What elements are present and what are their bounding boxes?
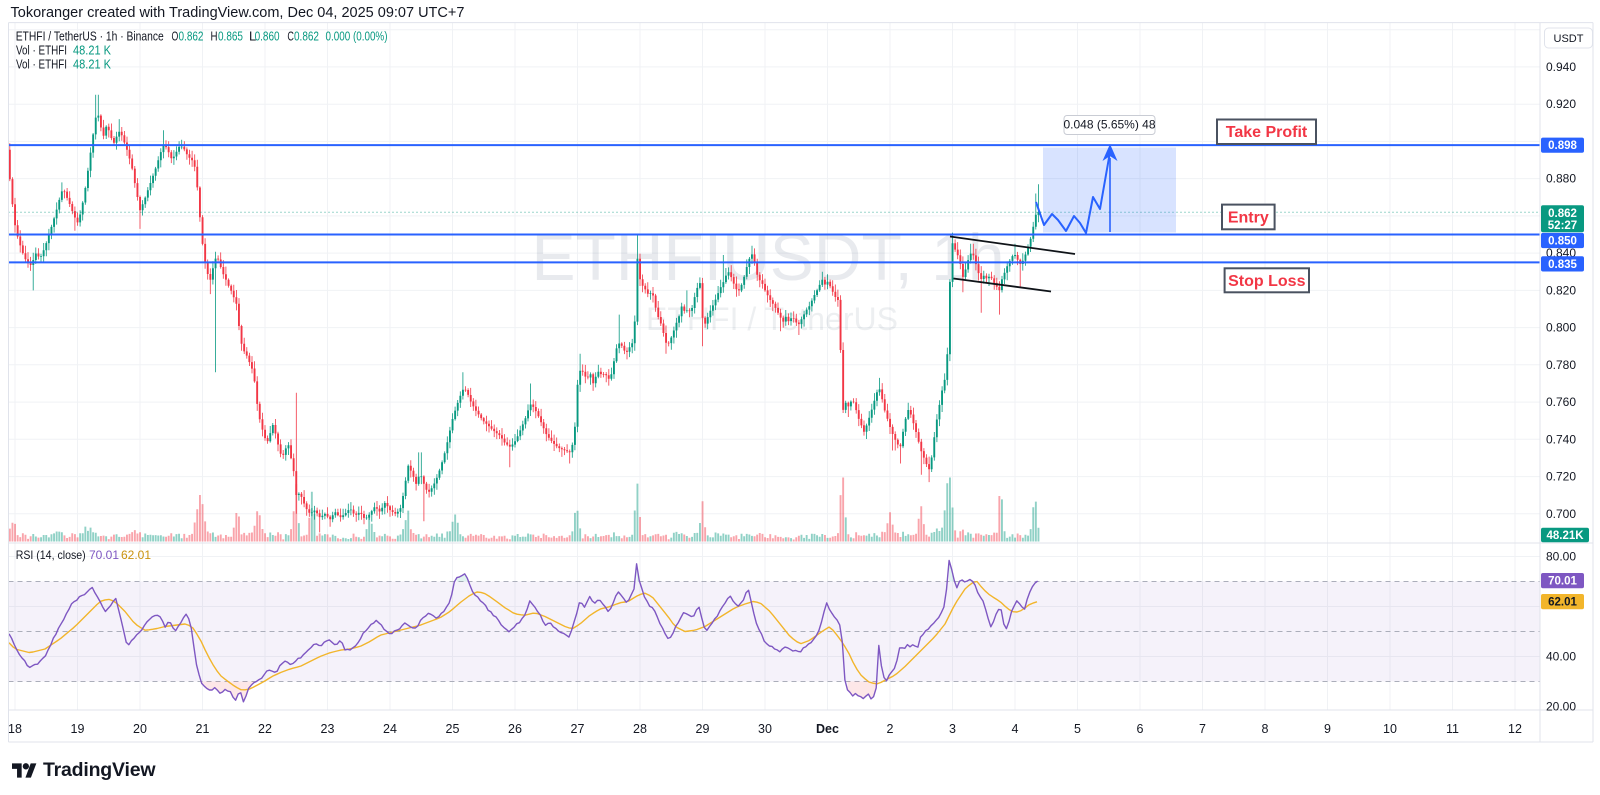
svg-text:H: H — [211, 29, 218, 44]
svg-text:0.865: 0.865 — [218, 29, 243, 44]
svg-text:C: C — [287, 29, 294, 44]
svg-text:0.800: 0.800 — [1546, 321, 1576, 335]
svg-text:Vol · ETHFI: Vol · ETHFI — [16, 43, 67, 58]
svg-text:30: 30 — [758, 722, 772, 736]
svg-text:10: 10 — [1383, 722, 1397, 736]
svg-text:19: 19 — [71, 722, 85, 736]
svg-text:40.00: 40.00 — [1546, 650, 1576, 664]
svg-text:ETHFI / TetherUS · 1h · Binanc: ETHFI / TetherUS · 1h · Binance — [16, 29, 164, 44]
svg-text:0.940: 0.940 — [1546, 60, 1576, 74]
svg-text:0.850: 0.850 — [1548, 236, 1577, 248]
svg-text:25: 25 — [446, 722, 460, 736]
svg-text:0.835: 0.835 — [1548, 259, 1577, 271]
svg-text:Tokoranger created with Tradin: Tokoranger created with TradingView.com,… — [11, 5, 465, 21]
svg-text:0.880: 0.880 — [1546, 172, 1576, 186]
svg-text:28: 28 — [633, 722, 647, 736]
svg-text:27: 27 — [571, 722, 585, 736]
svg-text:7: 7 — [1199, 722, 1206, 736]
svg-text:0.048 (5.65%) 48: 0.048 (5.65%) 48 — [1063, 118, 1155, 132]
svg-text:O: O — [172, 29, 179, 44]
svg-text:21: 21 — [196, 722, 210, 736]
svg-text:0.860: 0.860 — [255, 29, 280, 44]
svg-text:18: 18 — [8, 722, 22, 736]
svg-text:0.862: 0.862 — [1548, 208, 1577, 220]
svg-text:USDT: USDT — [1554, 33, 1584, 45]
svg-text:RSI (14, close): RSI (14, close) — [16, 548, 86, 562]
svg-text:70.01: 70.01 — [1548, 576, 1577, 588]
svg-text:0.920: 0.920 — [1546, 97, 1576, 111]
svg-text:80.00: 80.00 — [1546, 550, 1576, 564]
svg-text:3: 3 — [949, 722, 956, 736]
svg-text:ETHFI / TetherUS: ETHFI / TetherUS — [646, 301, 898, 337]
svg-text:0.700: 0.700 — [1546, 507, 1576, 521]
svg-text:Entry: Entry — [1228, 209, 1269, 226]
svg-text:24: 24 — [383, 722, 397, 736]
svg-text:2: 2 — [887, 722, 894, 736]
svg-text:Vol · ETHFI: Vol · ETHFI — [16, 57, 67, 72]
svg-text:0.760: 0.760 — [1546, 395, 1576, 409]
svg-text:0.862: 0.862 — [294, 29, 319, 44]
svg-text:8: 8 — [1262, 722, 1269, 736]
svg-text:L: L — [249, 29, 256, 44]
svg-text:62.01: 62.01 — [121, 548, 151, 562]
svg-text:0.780: 0.780 — [1546, 358, 1576, 372]
svg-text:0.862: 0.862 — [179, 29, 204, 44]
svg-text:5: 5 — [1074, 722, 1081, 736]
svg-text:12: 12 — [1508, 722, 1522, 736]
svg-text:23: 23 — [321, 722, 335, 736]
svg-text:29: 29 — [696, 722, 710, 736]
svg-text:48.21 K: 48.21 K — [73, 57, 111, 72]
svg-text:Dec: Dec — [816, 722, 839, 736]
svg-text:0.740: 0.740 — [1546, 432, 1576, 446]
svg-text:9: 9 — [1324, 722, 1331, 736]
svg-text:22: 22 — [258, 722, 272, 736]
svg-text:0.820: 0.820 — [1546, 283, 1576, 297]
svg-text:62.01: 62.01 — [1548, 597, 1577, 609]
svg-text:26: 26 — [508, 722, 522, 736]
svg-text:11: 11 — [1446, 722, 1459, 736]
svg-text:0.000 (0.00%): 0.000 (0.00%) — [326, 29, 388, 44]
svg-text:6: 6 — [1137, 722, 1144, 736]
svg-text:52:27: 52:27 — [1548, 220, 1577, 232]
svg-text:4: 4 — [1012, 722, 1019, 736]
svg-text:Take Profit: Take Profit — [1226, 124, 1308, 141]
svg-text:Stop Loss: Stop Loss — [1228, 273, 1305, 290]
svg-text:ETHFIUSDT, 1h: ETHFIUSDT, 1h — [531, 220, 1004, 294]
svg-text:20: 20 — [133, 722, 147, 736]
svg-text:0.720: 0.720 — [1546, 470, 1576, 484]
svg-text:0.898: 0.898 — [1548, 140, 1577, 152]
svg-text:48.21 K: 48.21 K — [73, 43, 111, 58]
svg-text:48.21K: 48.21K — [1546, 530, 1584, 542]
svg-text:70.01: 70.01 — [89, 548, 119, 562]
svg-text:TradingView: TradingView — [43, 759, 156, 781]
svg-text:20.00: 20.00 — [1546, 700, 1576, 714]
